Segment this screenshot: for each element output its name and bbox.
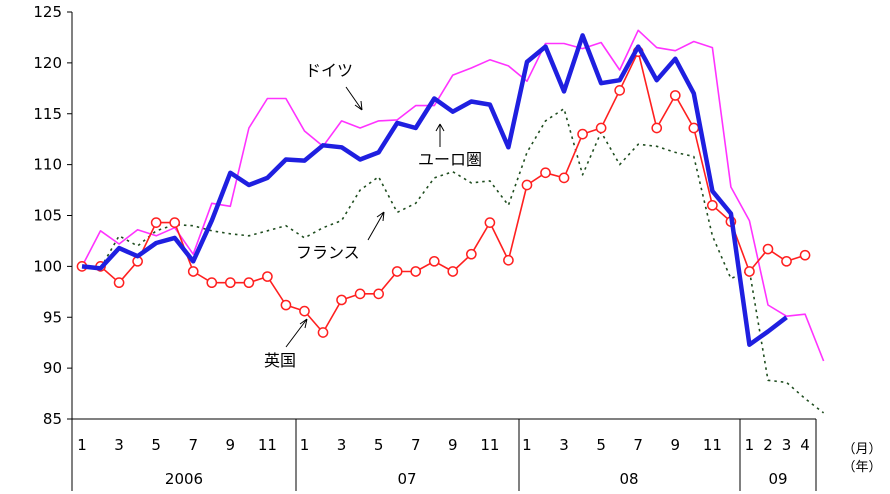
- x-tick-label: 1: [522, 436, 532, 454]
- series-point-英国: [707, 199, 718, 211]
- series-point-英国: [781, 255, 792, 267]
- series-point-英国: [595, 122, 607, 134]
- x-tick-label: 9: [448, 436, 458, 454]
- y-tick-label: 120: [33, 54, 62, 72]
- y-tick-label: 95: [43, 308, 62, 326]
- x-tick-label: 7: [188, 436, 198, 454]
- series-point-英国: [373, 288, 384, 300]
- x-tick-label: 11: [258, 436, 277, 454]
- series-point-英国: [150, 217, 162, 228]
- x-tick-label: 9: [671, 436, 681, 454]
- series-line-ユーロ圏: [81, 33, 788, 347]
- x-tick-label: 5: [596, 436, 606, 454]
- year-label: 09: [768, 470, 787, 488]
- x-tick-label: 5: [151, 436, 161, 454]
- x-tick-label: 1: [77, 436, 87, 454]
- x-tick-label: 5: [374, 436, 384, 454]
- year-unit-label: （年）: [842, 460, 881, 475]
- x-tick-label: 1: [745, 436, 755, 454]
- series-point-英国: [280, 299, 292, 311]
- series-point-英国: [224, 277, 236, 289]
- series-point-英国: [484, 217, 496, 228]
- series-point-英国: [465, 248, 477, 260]
- series-line-ドイツ: [81, 29, 825, 362]
- x-tick-label: 7: [411, 436, 421, 454]
- series-point-英国: [243, 277, 255, 289]
- y-tick-label: 110: [33, 156, 62, 174]
- y-tick-label: 90: [43, 359, 62, 377]
- x-tick-label: 1: [300, 436, 310, 454]
- x-tick-label: 11: [480, 436, 499, 454]
- x-tick-label: 7: [633, 436, 643, 454]
- year-label: 07: [397, 470, 416, 488]
- y-tick-label: 85: [43, 410, 62, 428]
- y-tick-label: 115: [33, 105, 62, 123]
- x-tick-label: 4: [800, 436, 810, 454]
- x-tick-label: 3: [337, 436, 347, 454]
- series-point-英国: [614, 84, 626, 96]
- series-group: [76, 29, 825, 414]
- series-point-英国: [187, 266, 199, 277]
- series-point-英国: [669, 90, 681, 101]
- series-point-英国: [317, 327, 329, 338]
- series-point-英国: [762, 243, 774, 255]
- series-point-英国: [503, 254, 514, 266]
- annotation-arrow: [285, 318, 308, 348]
- y-tick-label: 100: [33, 257, 62, 275]
- series-point-英国: [744, 266, 755, 277]
- series-line-英国: [82, 50, 806, 334]
- series-point-英国: [410, 266, 422, 277]
- year-label: 08: [619, 470, 638, 488]
- annotation-arrow: [345, 86, 363, 111]
- series-point-英国: [428, 255, 440, 267]
- series-point-英国: [540, 167, 551, 179]
- x-tick-label: 3: [782, 436, 792, 454]
- x-tick-label: 3: [559, 436, 569, 454]
- annotation-label: ユーロ圏: [418, 150, 482, 169]
- x-tick-label: 9: [226, 436, 236, 454]
- series-point-英国: [113, 277, 125, 289]
- series-point-英国: [521, 179, 533, 191]
- series-point-英国: [577, 128, 588, 140]
- series-point-英国: [299, 305, 310, 317]
- x-tick-label: 11: [703, 436, 722, 454]
- series-point-英国: [391, 266, 403, 277]
- annotation-label: フランス: [296, 243, 360, 262]
- year-label: 2006: [165, 470, 203, 488]
- series-line-フランス: [81, 107, 825, 414]
- series-point-英国: [799, 249, 811, 261]
- series-point-英国: [336, 294, 347, 306]
- x-tick-label: 3: [114, 436, 124, 454]
- y-tick-label: 125: [33, 3, 62, 21]
- y-tick-label: 105: [33, 207, 62, 225]
- series-point-英国: [354, 288, 366, 300]
- series-point-英国: [447, 266, 459, 277]
- annotation-label: ドイツ: [305, 61, 353, 80]
- series-point-英国: [651, 122, 663, 134]
- annotation-arrow: [367, 211, 385, 241]
- month-unit-label: （月）: [842, 442, 881, 457]
- series-point-英国: [206, 277, 218, 289]
- annotation-arrow: [435, 123, 445, 147]
- series-point-英国: [558, 172, 570, 184]
- series-point-英国: [169, 217, 181, 228]
- x-tick-label: 2: [763, 436, 773, 454]
- series-point-英国: [688, 122, 700, 134]
- series-point-英国: [262, 271, 273, 282]
- annotation-label: 英国: [264, 351, 296, 370]
